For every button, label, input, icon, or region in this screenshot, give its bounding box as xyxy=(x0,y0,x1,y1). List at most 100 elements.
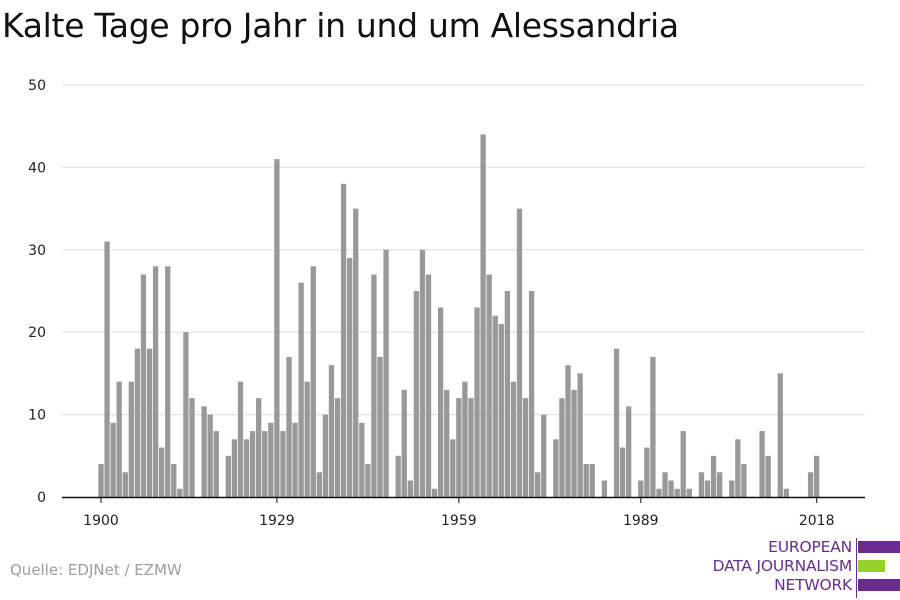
bar-1945 xyxy=(371,274,377,497)
bar-1971 xyxy=(528,291,535,497)
bar-1903 xyxy=(116,381,122,497)
bar-1932 xyxy=(292,422,298,497)
bar-1917 xyxy=(201,406,207,497)
bar-2004 xyxy=(729,480,735,497)
bar-1997 xyxy=(686,488,692,497)
bar-1959 xyxy=(456,398,462,497)
logo-bar-purple-top xyxy=(858,541,900,553)
x-axis-ticks: 1900 1929 1959 1989 2018 xyxy=(62,496,865,529)
bar-1904 xyxy=(122,472,128,497)
bar-1925 xyxy=(249,431,256,497)
bar-1936 xyxy=(316,472,322,497)
bar-1967 xyxy=(504,291,511,497)
bar-1978 xyxy=(571,389,577,497)
bar-1924 xyxy=(243,439,250,497)
bar-1929 xyxy=(274,159,280,497)
bar-2000 xyxy=(704,480,711,497)
bar-1938 xyxy=(328,365,335,497)
bar-1954 xyxy=(425,274,432,497)
bar-1957 xyxy=(444,389,450,497)
x-tick-label: 1929 xyxy=(259,513,295,529)
bar-1905 xyxy=(128,381,134,497)
bar-1963 xyxy=(480,134,486,497)
bar-1931 xyxy=(286,356,292,497)
bar-1972 xyxy=(535,472,541,497)
bar-1952 xyxy=(413,291,420,497)
bar-1996 xyxy=(680,431,686,497)
bar-1914 xyxy=(183,332,189,497)
bar-1913 xyxy=(177,488,183,497)
bar-1977 xyxy=(565,365,571,497)
logo-divider xyxy=(856,538,857,598)
bar-1900 xyxy=(98,464,104,497)
bar-1993 xyxy=(662,472,668,497)
bar-1902 xyxy=(110,422,116,497)
bar-1960 xyxy=(462,381,468,497)
bar-2018 xyxy=(814,455,820,497)
bar-1975 xyxy=(553,439,559,497)
logo-line-1: EUROPEAN xyxy=(768,538,852,556)
bar-1999 xyxy=(698,472,705,497)
bar-2017 xyxy=(807,472,814,497)
bar-1946 xyxy=(377,356,383,497)
logo-line-2: DATA JOURNALISM xyxy=(712,557,853,575)
bar-1906 xyxy=(134,348,141,497)
bar-2012 xyxy=(777,373,783,497)
bar-1940 xyxy=(340,183,347,497)
bar-1985 xyxy=(613,348,620,497)
bar-1918 xyxy=(207,414,213,497)
bar-2010 xyxy=(765,455,771,497)
bar-1991 xyxy=(650,356,656,497)
bar-1949 xyxy=(395,455,401,497)
bar-1956 xyxy=(437,307,444,497)
bar-1912 xyxy=(171,464,177,497)
bar-1989 xyxy=(638,480,644,497)
bar-1973 xyxy=(541,414,547,497)
bar-1951 xyxy=(407,480,413,497)
bar-1921 xyxy=(225,455,232,497)
bar-1968 xyxy=(510,381,517,497)
bar-1990 xyxy=(644,447,650,497)
bar-1901 xyxy=(104,241,110,497)
bar-2001 xyxy=(710,455,717,497)
bar-1962 xyxy=(474,307,480,497)
bar-1994 xyxy=(668,480,674,497)
bar-1934 xyxy=(304,381,310,497)
bar-1910 xyxy=(159,447,165,497)
bar-1911 xyxy=(165,266,171,497)
bar-1986 xyxy=(619,447,626,497)
bar-1942 xyxy=(353,208,359,497)
bar-1979 xyxy=(577,373,583,497)
bar-1909 xyxy=(152,266,159,497)
bar-1943 xyxy=(359,422,365,497)
bar-1941 xyxy=(347,258,353,497)
source-note: Quelle: EDJNet / EZMW xyxy=(10,561,182,579)
bar-1981 xyxy=(589,464,595,497)
bar-1976 xyxy=(559,398,565,497)
y-axis-ticks: 0 10 20 30 40 50 xyxy=(28,78,46,506)
bar-1927 xyxy=(262,431,268,497)
y-tick-label: 50 xyxy=(28,78,46,94)
y-tick-label: 40 xyxy=(28,160,46,176)
bar-1995 xyxy=(674,488,680,497)
bar-1915 xyxy=(189,398,195,497)
x-tick-label: 2018 xyxy=(799,513,835,529)
bar-1926 xyxy=(256,398,262,497)
bars xyxy=(98,134,820,497)
bar-1928 xyxy=(268,422,274,497)
bar-1955 xyxy=(431,488,438,497)
x-tick-label: 1959 xyxy=(441,513,477,529)
bar-1970 xyxy=(522,398,529,497)
bar-2013 xyxy=(783,488,789,497)
bar-1965 xyxy=(492,315,498,497)
bar-1961 xyxy=(468,398,474,497)
bar-1964 xyxy=(486,274,492,497)
y-tick-label: 0 xyxy=(37,490,46,506)
bar-1939 xyxy=(334,398,341,497)
bar-1983 xyxy=(601,480,608,497)
bar-1935 xyxy=(310,266,316,497)
chart-title: Kalte Tage pro Jahr in und um Alessandri… xyxy=(2,6,679,45)
y-tick-label: 20 xyxy=(28,325,46,341)
bar-1937 xyxy=(322,414,329,497)
